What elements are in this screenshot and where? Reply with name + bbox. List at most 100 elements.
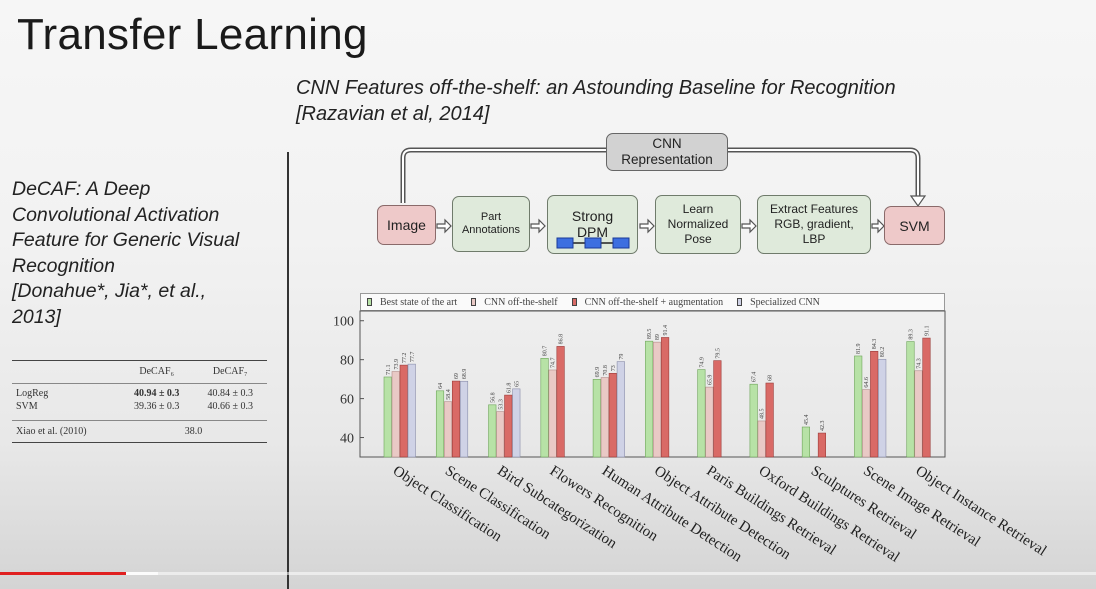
bar (914, 370, 923, 458)
buffered-segment (126, 572, 158, 575)
table-cell: LogReg (16, 388, 49, 399)
bar-value-label: 89.5 (647, 329, 653, 340)
bar-value-label: 79.5 (715, 348, 721, 359)
bar-value-label: 74.9 (699, 357, 705, 368)
pipeline-diagram: CNN Representation Image Part Annotation… (370, 128, 955, 258)
bar (451, 380, 461, 458)
progress-fill (0, 572, 127, 575)
bar-value-label: 69 (454, 373, 460, 379)
bar (661, 337, 670, 458)
bar (512, 388, 521, 458)
bar (757, 420, 766, 458)
bar (407, 363, 416, 458)
bar-value-label: 65 (514, 381, 520, 387)
bar-value-label: 89.3 (908, 329, 914, 340)
bar-value-label: 73 (611, 365, 617, 371)
bar-value-label: 86.8 (559, 334, 565, 345)
svm-node: SVM (884, 206, 945, 245)
pipeline-arrows (400, 147, 927, 234)
bar-value-label: 68.9 (462, 369, 468, 380)
bar (817, 432, 826, 458)
bar-value-label: 48.5 (760, 408, 766, 419)
learn-pose-node: Learn Normalized Pose (655, 195, 741, 254)
dpm-parts-icon (556, 237, 630, 249)
bar (592, 379, 601, 458)
table-cell: 40.66 ± 0.3 (207, 401, 253, 412)
legend-label: CNN off-the-shelf (484, 296, 558, 308)
bar (705, 386, 714, 458)
bar-value-label: 91.4 (663, 325, 669, 336)
cnn-representation-node: CNN Representation (606, 133, 728, 171)
bar-value-label: 73.9 (394, 359, 400, 370)
citation-line: Convolutional Activation (12, 203, 220, 226)
table-cell: 38.0 (119, 420, 267, 443)
paper-title-line2: [Razavian et al, 2014] (296, 103, 490, 125)
citation-line: [Donahue*, Jia*, et al., (12, 280, 207, 302)
extract-features-node: Extract Features RGB, gradient, LBP (757, 195, 871, 254)
bar (383, 376, 392, 458)
legend-swatch (571, 298, 577, 307)
bar-value-label: 70.8 (603, 365, 609, 376)
bar-value-label: 67.4 (752, 372, 758, 383)
bar-value-label: 89 (655, 334, 661, 340)
decaf-results-table: DeCAF₆ DeCAF₇ LogReg 40.94 ± 0.3 40.84 ±… (12, 360, 267, 443)
vertical-divider (287, 152, 289, 589)
bar-value-label: 84.3 (872, 339, 878, 350)
bar-value-label: 80.2 (880, 347, 886, 358)
table-header: DeCAF₆ (119, 360, 194, 384)
bar-value-label: 68 (768, 375, 774, 381)
bar-value-label: 81.9 (856, 343, 862, 354)
bar-value-label: 77.2 (402, 353, 408, 364)
bar (443, 401, 453, 458)
legend-swatch (367, 298, 372, 307)
table-cell: Xiao et al. (2010) (12, 420, 120, 443)
bar-value-label: 69.9 (595, 367, 601, 378)
bar (391, 371, 400, 458)
citation-line: Feature for Generic Visual (12, 229, 240, 251)
bar (600, 377, 609, 458)
y-tick-label: 40 (340, 432, 354, 447)
bar (459, 380, 469, 458)
y-tick-label: 60 (340, 393, 354, 408)
bar (922, 337, 931, 458)
citation-line: DeCAF: A Deep (12, 178, 151, 200)
legend-swatch (737, 298, 743, 307)
slide-title: Transfer Learning (17, 10, 368, 59)
bar (399, 364, 408, 458)
bar-value-label: 80.7 (543, 346, 549, 357)
bar (608, 372, 617, 458)
table-header: DeCAF₇ (193, 360, 267, 384)
decaf-citation: DeCAF: A Deep Convolutional Activation F… (12, 177, 280, 330)
table-cell: SVM (16, 401, 38, 412)
table-header (12, 360, 120, 384)
citation-line: 2013] (12, 305, 61, 328)
strong-dpm-label: Strong DPM (571, 208, 614, 240)
bar-value-label: 64.6 (864, 377, 870, 388)
image-node: Image (377, 205, 436, 245)
paper-title-line1: CNN Features off-the-shelf: an Astoundin… (296, 77, 896, 99)
bar (713, 360, 722, 458)
strong-dpm-node: Strong DPM (547, 195, 638, 254)
video-progress-bar[interactable] (0, 572, 1096, 575)
table-cell: 40.84 ± 0.3 (207, 388, 253, 399)
bar-value-label: 56.8 (490, 392, 496, 403)
bar-value-label: 61.8 (506, 383, 512, 394)
paper-title: CNN Features off-the-shelf: an Astoundin… (296, 75, 896, 127)
table-cell: 39.36 ± 0.3 (133, 401, 180, 412)
bar-value-label: 91.1 (924, 326, 930, 337)
bar (854, 355, 863, 458)
table-cell: 40.94 ± 0.3 (133, 388, 180, 399)
legend-label: Specialized CNN (750, 296, 820, 308)
bar (870, 350, 879, 458)
y-tick-label: 100 (333, 315, 354, 330)
legend-item: Best state of the art (367, 297, 457, 308)
bar-value-label: 45.4 (804, 415, 810, 426)
citation-line: Recognition (12, 254, 115, 277)
bar (878, 358, 887, 458)
bar-value-label: 74.7 (551, 357, 557, 368)
bar (765, 382, 774, 458)
bar-value-label: 65.9 (707, 375, 713, 386)
bar (556, 346, 565, 458)
